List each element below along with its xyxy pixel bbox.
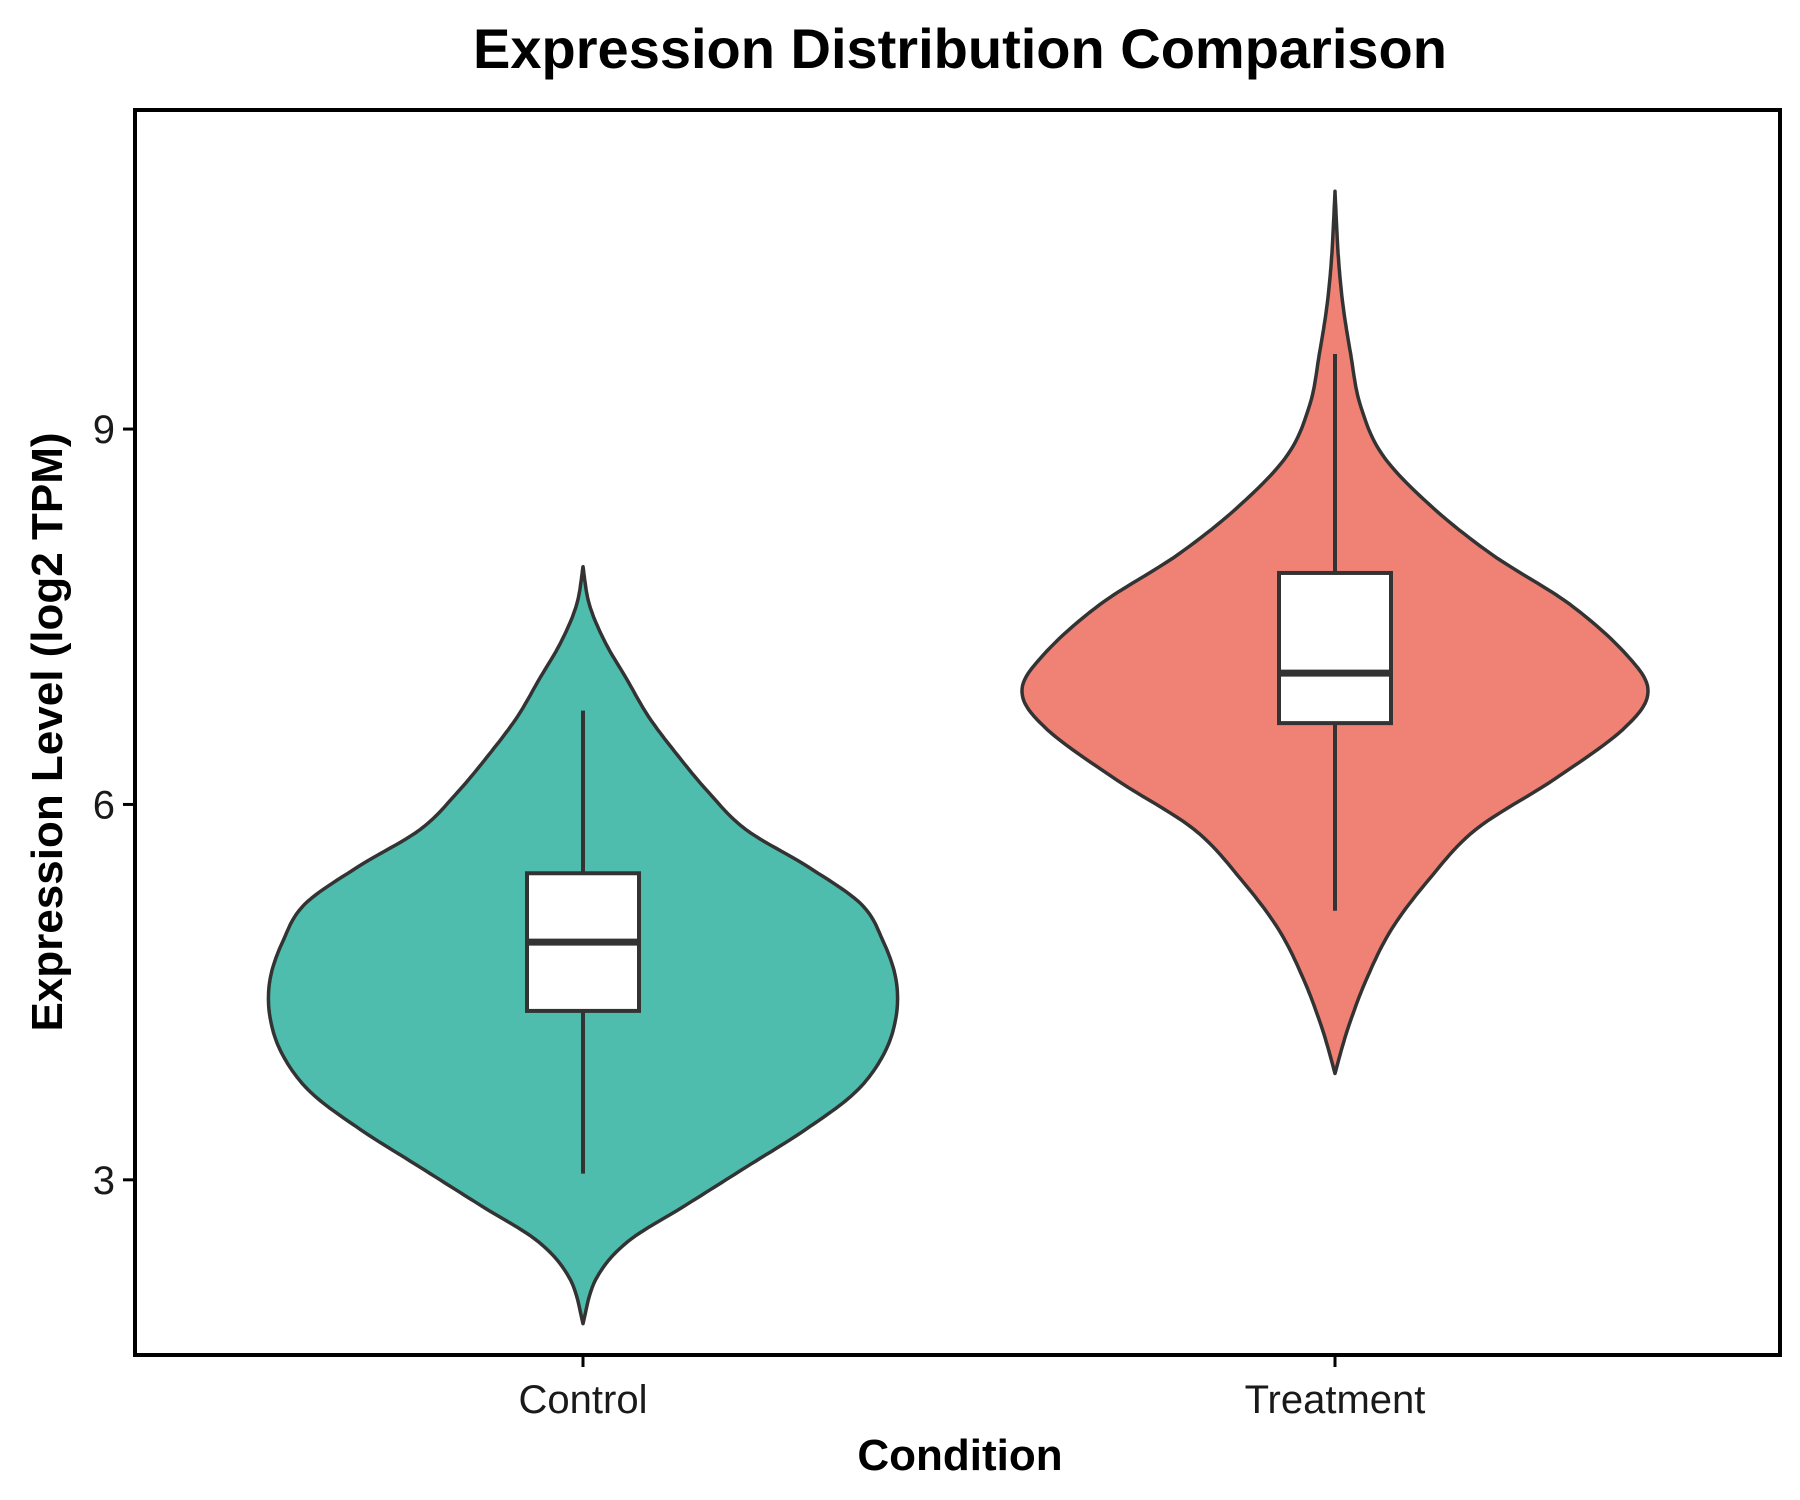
plot-frame [133, 108, 1782, 1357]
x-tick-label-control: Control [519, 1378, 648, 1422]
violin-treatment [1020, 189, 1650, 1076]
box-treatment [1277, 570, 1393, 726]
x-tick-label-treatment: Treatment [1245, 1378, 1426, 1422]
y-axis: 3 6 9 [93, 408, 135, 1203]
y-tick-label-6: 6 [93, 783, 115, 827]
x-axis: Control Treatment [519, 1355, 1426, 1422]
x-axis-title: Condition [857, 1431, 1062, 1480]
violin-control [266, 564, 900, 1326]
violins-layer [266, 189, 1650, 1326]
y-tick-label-9: 9 [93, 408, 115, 452]
y-tick-label-3: 3 [93, 1159, 115, 1203]
y-axis-title: Expression Level (log2 TPM) [23, 432, 72, 1031]
chart-title: Expression Distribution Comparison [473, 17, 1447, 80]
